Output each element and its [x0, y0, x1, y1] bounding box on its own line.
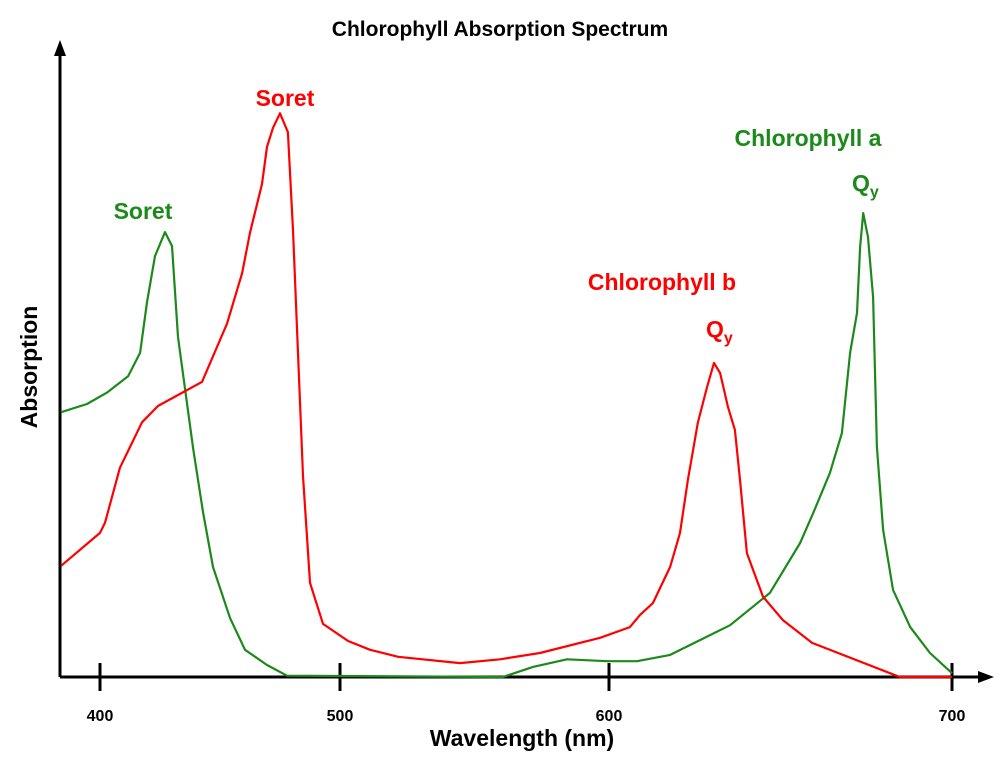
series-line-chlorophyll-b [60, 112, 952, 679]
y-axis-arrow [54, 40, 66, 56]
x-tick-label: 600 [596, 708, 623, 725]
x-tick-label: 700 [939, 708, 966, 725]
chlorophyll-b-soret-label: Soret [256, 85, 315, 111]
x-axis-label: Wavelength (nm) [430, 725, 614, 751]
series-line-chlorophyll-a [60, 212, 953, 679]
chlorophyll-a-label: Chlorophyll a [735, 125, 882, 151]
chlorophyll-a-soret-label: Soret [114, 198, 173, 224]
chlorophyll-a-qy-label: Qy [852, 170, 879, 201]
y-axis-label: Absorption [16, 306, 42, 429]
chlorophyll-b-label: Chlorophyll b [588, 269, 736, 295]
chart-title: Chlorophyll Absorption Spectrum [332, 18, 668, 41]
x-ticks: 400 500 600 700 [87, 663, 966, 725]
series-lines [60, 112, 953, 679]
x-tick-label: 500 [327, 708, 354, 725]
x-tick-label: 400 [87, 708, 114, 725]
chlorophyll-b-qy-label: Qy [706, 316, 733, 347]
x-axis-arrow [978, 671, 994, 683]
